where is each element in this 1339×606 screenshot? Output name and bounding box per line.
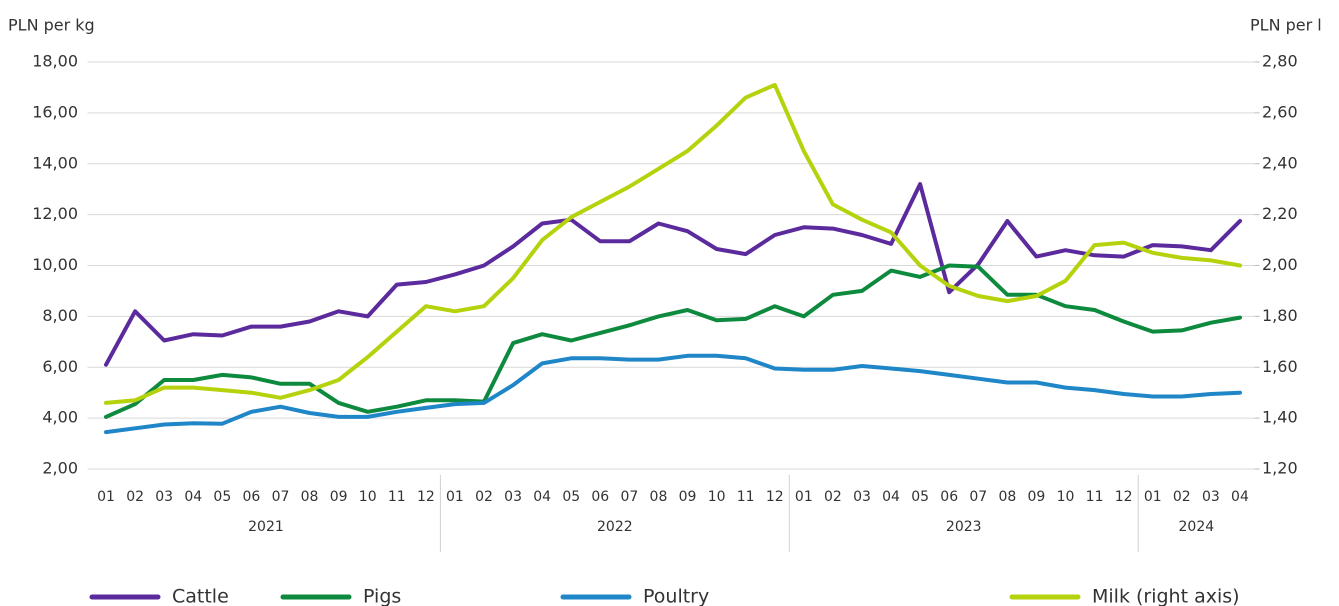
- x-tick-label: 04: [1231, 489, 1249, 505]
- x-tick-label: 03: [853, 489, 871, 505]
- x-tick-label: 01: [1144, 489, 1162, 505]
- x-tick-label: 05: [213, 489, 231, 505]
- x-tick-label: 03: [155, 489, 173, 505]
- x-group-label: 2021: [248, 519, 284, 535]
- x-tick-label: 09: [330, 489, 348, 505]
- series-line: [104, 353, 1242, 435]
- x-tick-label: 11: [737, 489, 755, 505]
- x-tick-label: 12: [417, 489, 435, 505]
- y2-axis-label: PLN per l: [1250, 16, 1322, 35]
- x-tick-label: 01: [97, 489, 115, 505]
- x-tick-label: 10: [359, 489, 377, 505]
- series-line: [104, 263, 1242, 419]
- series-line: [104, 182, 1242, 367]
- x-tick-label: 02: [824, 489, 842, 505]
- y-tick-label: 18,00: [32, 52, 78, 71]
- y2-tick-label: 2,00: [1262, 255, 1298, 274]
- x-tick-label: 08: [301, 489, 319, 505]
- x-tick-label: 05: [911, 489, 929, 505]
- x-tick-label: 03: [504, 489, 522, 505]
- x-tick-label: 02: [126, 489, 144, 505]
- y-tick-label: 14,00: [32, 153, 78, 172]
- y2-tick-label: 2,80: [1262, 52, 1298, 71]
- y-tick-label: 12,00: [32, 204, 78, 223]
- y-tick-label: 16,00: [32, 102, 78, 121]
- x-tick-label: 07: [969, 489, 987, 505]
- y-tick-label: 6,00: [42, 357, 78, 376]
- x-tick-label: 09: [679, 489, 697, 505]
- y2-tick-label: 2,20: [1262, 204, 1298, 223]
- legend-label: Pigs: [363, 586, 401, 606]
- legend-label: Poultry: [643, 586, 709, 606]
- x-tick-label: 06: [940, 489, 958, 505]
- x-tick-label: 07: [272, 489, 290, 505]
- series-line: [104, 82, 1242, 405]
- y2-tick-label: 2,60: [1262, 102, 1298, 121]
- x-tick-label: 01: [795, 489, 813, 505]
- x-tick-label: 04: [882, 489, 900, 505]
- y-tick-label: 4,00: [42, 408, 78, 427]
- x-group-label: 2023: [946, 519, 982, 535]
- y2-tick-label: 1,40: [1262, 408, 1298, 427]
- x-tick-label: 06: [242, 489, 260, 505]
- y-tick-label: 8,00: [42, 306, 78, 325]
- x-tick-label: 04: [184, 489, 202, 505]
- x-tick-label: 12: [766, 489, 784, 505]
- y2-tick-label: 1,80: [1262, 306, 1298, 325]
- x-tick-label: 03: [1202, 489, 1220, 505]
- x-tick-label: 06: [591, 489, 609, 505]
- x-tick-label: 08: [650, 489, 668, 505]
- x-tick-label: 07: [620, 489, 638, 505]
- x-tick-label: 05: [562, 489, 580, 505]
- x-group-label: 2022: [597, 519, 633, 535]
- legend-label: Cattle: [172, 586, 229, 606]
- legend-label: Milk (right axis): [1092, 586, 1240, 606]
- x-tick-label: 11: [388, 489, 406, 505]
- x-tick-label: 11: [1086, 489, 1104, 505]
- x-tick-label: 10: [1057, 489, 1075, 505]
- y-axis-label: PLN per kg: [8, 16, 95, 35]
- x-tick-label: 12: [1115, 489, 1133, 505]
- y-tick-label: 2,00: [42, 459, 78, 478]
- x-group-label: 2024: [1179, 519, 1215, 535]
- x-tick-label: 08: [998, 489, 1016, 505]
- x-tick-label: 09: [1028, 489, 1046, 505]
- x-tick-label: 02: [475, 489, 493, 505]
- y2-tick-label: 1,60: [1262, 357, 1298, 376]
- x-tick-label: 02: [1173, 489, 1191, 505]
- y-tick-label: 10,00: [32, 255, 78, 274]
- x-tick-label: 04: [533, 489, 551, 505]
- x-tick-label: 10: [708, 489, 726, 505]
- y2-tick-label: 2,40: [1262, 153, 1298, 172]
- x-tick-label: 01: [446, 489, 464, 505]
- y2-tick-label: 1,20: [1262, 459, 1298, 478]
